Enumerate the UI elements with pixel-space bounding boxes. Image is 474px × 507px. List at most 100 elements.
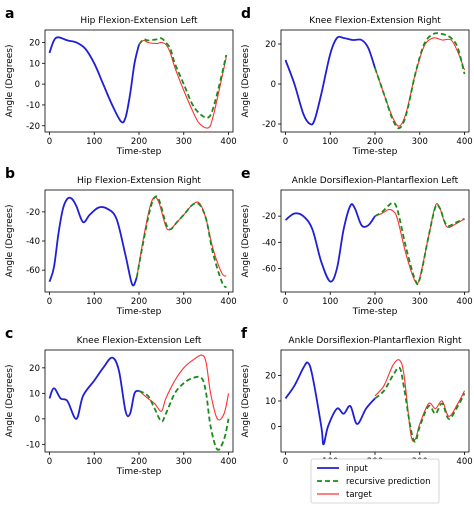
y-axis-label: Angle (Degrees) [5, 205, 15, 278]
y-tick-label: 20 [265, 40, 276, 50]
panel-title-b: Hip Flexion-Extension Right [77, 176, 201, 186]
series-group-b [48, 195, 228, 289]
panel-letter-a: a [5, 6, 14, 22]
x-tick-label: 400 [456, 297, 472, 307]
x-tick-label: 200 [367, 137, 383, 147]
y-tick-label: 0 [271, 423, 276, 433]
panel-title-e: Ankle Dorsiflexion-Plantarflexion Left [292, 176, 459, 186]
x-tick-label: 400 [220, 137, 236, 147]
x-tick-label: 100 [322, 137, 338, 147]
panel-letter-c: c [5, 326, 13, 342]
x-tick-label: 300 [176, 137, 192, 147]
x-tick-label: 200 [131, 457, 147, 467]
y-tick-label: 0 [271, 80, 276, 90]
x-tick-label: 300 [412, 297, 428, 307]
y-tick-label: -10 [26, 440, 40, 450]
plot-frame-e [280, 189, 470, 293]
x-tick-label: 0 [47, 297, 52, 307]
panel-letter-e: e [241, 166, 251, 182]
y-tick-label: -20 [262, 212, 276, 222]
series-group-c [48, 354, 230, 451]
series-group-d [284, 32, 466, 130]
panel-letter-f: f [241, 326, 248, 342]
x-tick-label: 100 [86, 137, 102, 147]
x-tick-label: 400 [220, 297, 236, 307]
x-tick-label: 0 [47, 457, 52, 467]
series-recursive-prediction-line [138, 37, 228, 119]
plot-frame-d [280, 29, 470, 133]
legend-box [310, 458, 440, 504]
x-tick-label: 100 [86, 297, 102, 307]
panel-letter-b: b [5, 166, 15, 182]
x-tick-label: 300 [176, 457, 192, 467]
series-target-line [374, 37, 466, 127]
y-axis-label: Angle (Degrees) [241, 205, 251, 278]
x-tick-label: 0 [283, 297, 288, 307]
x-tick-label: 400 [220, 457, 236, 467]
y-tick-label: -60 [26, 266, 40, 276]
x-axis-label: Time-step [352, 147, 398, 157]
panel-f: f Ankle Dorsiflexion-Plantarflexion Right… [241, 326, 473, 477]
legend-label-input: input [346, 464, 369, 474]
x-tick-label: 300 [176, 297, 192, 307]
x-axis-label: Time-step [116, 147, 162, 157]
y-tick-label: -40 [26, 237, 40, 247]
series-input-line [48, 356, 140, 420]
y-tick-label: -20 [26, 122, 40, 132]
y-tick-label: -60 [262, 264, 276, 274]
y-axis-label: Angle (Degrees) [241, 45, 251, 118]
panel-title-f: Ankle Dorsiflexion-Plantarflexion Right [288, 336, 462, 346]
series-recursive-prediction-line [374, 32, 466, 130]
panel-letter-d: d [241, 6, 251, 22]
series-input-line [48, 196, 138, 287]
series-input-line [284, 203, 376, 283]
series-input-line [284, 361, 376, 446]
legend: input recursive prediction target [310, 458, 440, 504]
panel-e: e Ankle Dorsiflexion-Plantarflexion Left 0… [241, 166, 473, 317]
x-axis-label: Time-step [116, 307, 162, 317]
x-tick-label: 0 [283, 457, 288, 467]
series-target-line [138, 354, 230, 421]
series-recursive-prediction-line [138, 375, 230, 451]
series-target-line [374, 359, 466, 442]
y-tick-label: 20 [29, 364, 40, 374]
series-recursive-prediction-line [135, 195, 228, 289]
y-tick-label: 10 [29, 389, 40, 399]
y-tick-label: 0 [35, 415, 40, 425]
x-tick-label: 200 [367, 297, 383, 307]
series-group-e [284, 202, 465, 286]
series-group-a [48, 36, 228, 129]
series-recursive-prediction-line [374, 202, 465, 286]
series-input-line [284, 35, 376, 126]
plot-frame-b [44, 189, 234, 293]
panel-title-c: Knee Flexion-Extension Left [77, 336, 202, 346]
x-tick-label: 200 [131, 137, 147, 147]
y-tick-label: -20 [262, 120, 276, 130]
series-target-line [138, 39, 227, 129]
x-tick-label: 0 [283, 137, 288, 147]
series-group-f [284, 359, 466, 446]
y-axis-label: Angle (Degrees) [5, 365, 15, 438]
series-target-line [374, 203, 465, 285]
x-tick-label: 100 [86, 457, 102, 467]
x-tick-label: 400 [456, 457, 472, 467]
series-recursive-prediction-line [374, 366, 466, 443]
y-tick-label: 20 [265, 372, 276, 382]
y-tick-label: 20 [29, 38, 40, 48]
x-tick-label: 100 [322, 297, 338, 307]
plot-frame-c [44, 349, 234, 453]
y-tick-label: -20 [26, 208, 40, 218]
y-axis-label: Angle (Degrees) [241, 365, 251, 438]
series-target-line [136, 196, 227, 278]
y-tick-label: 0 [35, 80, 40, 90]
x-axis-label: Time-step [116, 467, 162, 477]
panel-title-d: Knee Flexion-Extension Right [309, 16, 441, 26]
panel-title-a: Hip Flexion-Extension Left [80, 16, 198, 26]
x-axis-label: Time-step [352, 307, 398, 317]
panel-b: b Hip Flexion-Extension Right 0 100 200 300 40… [5, 166, 237, 317]
x-tick-label: 0 [47, 137, 52, 147]
